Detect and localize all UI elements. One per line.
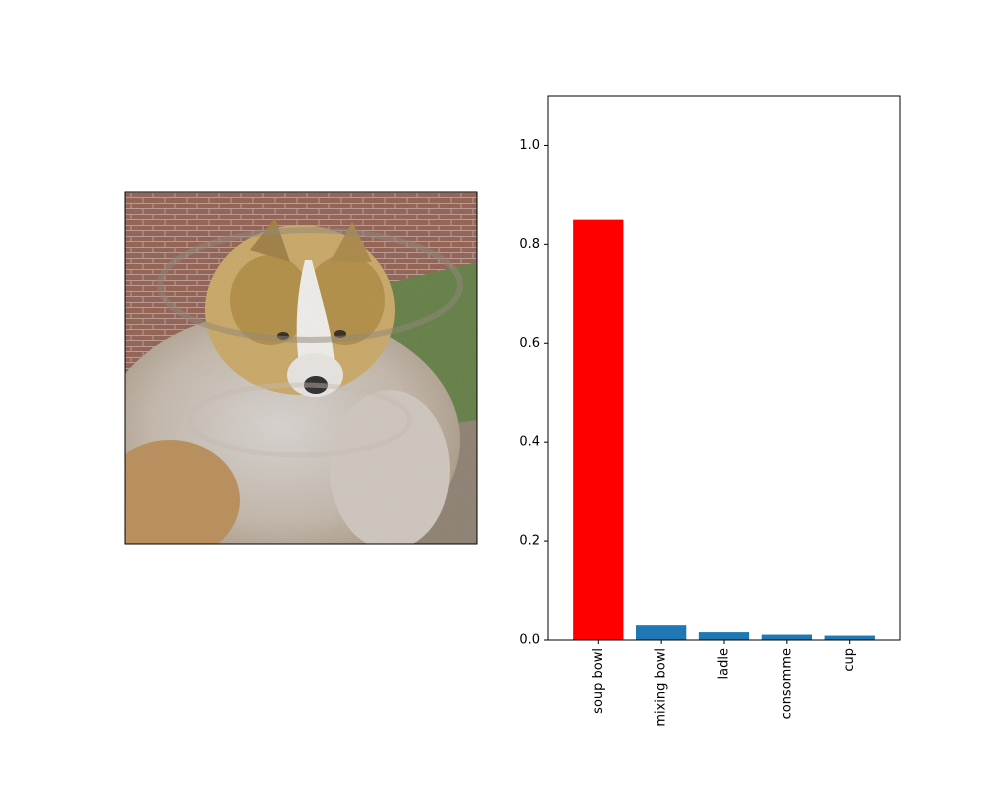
bar-chart: 0.0 0.2 0.4 0.6 0.8 1.0 soup bowl mixing bowl l… bbox=[519, 95, 901, 727]
y-tick-label: 0.6 bbox=[519, 336, 540, 351]
bar-consomme bbox=[761, 634, 812, 640]
x-tick-label: consomme bbox=[779, 648, 794, 719]
plot-frame bbox=[547, 95, 901, 641]
x-tick-label: soup bowl bbox=[591, 648, 606, 714]
bar-soup-bowl bbox=[573, 219, 624, 641]
x-tick-label: ladle bbox=[717, 648, 732, 679]
x-tick-label: mixing bowl bbox=[654, 648, 669, 727]
photo-frame bbox=[124, 191, 478, 545]
y-axis: 0.0 0.2 0.4 0.6 0.8 1.0 bbox=[519, 138, 548, 648]
y-tick-label: 0.4 bbox=[519, 435, 540, 450]
bars-group bbox=[573, 219, 875, 641]
photo-panel bbox=[124, 191, 478, 545]
bar-ladle bbox=[698, 632, 750, 640]
y-tick-label: 0.2 bbox=[519, 534, 540, 549]
y-tick-label: 1.0 bbox=[519, 138, 540, 153]
dog-photo bbox=[125, 192, 477, 544]
x-tick-label: cup bbox=[842, 648, 857, 672]
x-axis: soup bowl mixing bowl ladle consomme cup bbox=[591, 640, 857, 727]
y-tick-label: 0.8 bbox=[519, 237, 540, 252]
bar-cup bbox=[824, 635, 875, 640]
y-tick-label: 0.0 bbox=[519, 633, 540, 648]
bar-mixing-bowl bbox=[636, 625, 687, 640]
